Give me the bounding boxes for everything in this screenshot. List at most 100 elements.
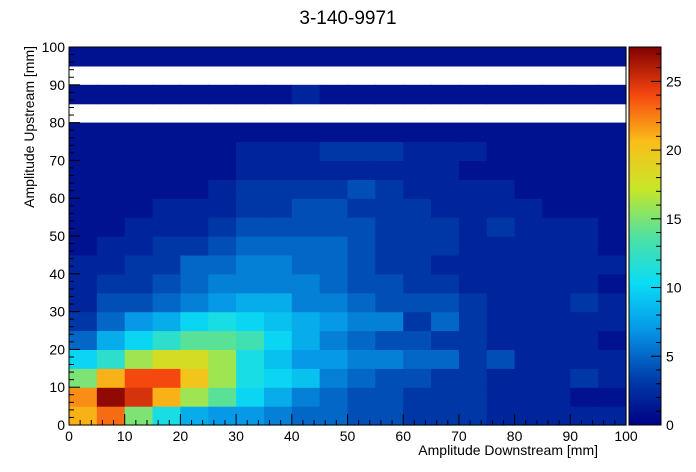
heatmap-cell <box>375 292 404 313</box>
heatmap-cell <box>319 292 349 313</box>
heatmap-cell <box>403 160 432 180</box>
heatmap-cell <box>263 179 293 199</box>
heatmap-cell <box>347 217 376 237</box>
heatmap-cell <box>291 254 321 275</box>
heatmap-cell <box>431 292 460 313</box>
heatmap-cell <box>514 198 544 218</box>
heatmap-cell <box>291 160 321 180</box>
heatmap-cell <box>570 273 599 294</box>
heatmap-cell <box>236 406 265 426</box>
heatmap-cell <box>458 368 488 388</box>
heatmap-cell <box>570 236 599 256</box>
y-tick-label: 30 <box>49 304 65 320</box>
heatmap-cell <box>347 406 376 426</box>
heatmap-cell <box>598 122 627 143</box>
heatmap-cell <box>96 368 126 388</box>
heatmap-cell <box>542 387 571 407</box>
heatmap-cell <box>570 311 599 332</box>
heatmap-cell <box>208 254 237 275</box>
heatmap-cell <box>570 141 599 161</box>
heatmap-cell <box>514 122 544 143</box>
heatmap-cell <box>570 368 599 388</box>
heatmap-cell <box>263 198 293 218</box>
heatmap-cell <box>598 311 627 332</box>
heatmap-cell <box>403 254 432 275</box>
heatmap-cell <box>403 236 432 256</box>
heatmap-cell <box>542 311 571 332</box>
heatmap-cell <box>124 160 154 180</box>
y-axis: 0 10 20 30 40 50 60 70 80 90 100 <box>42 39 80 433</box>
heatmap-cell <box>486 349 516 369</box>
x-axis: 0 10 20 30 40 50 60 70 80 90 100 <box>65 414 638 444</box>
heatmap-cell <box>180 349 209 369</box>
heatmap-cell <box>598 292 627 313</box>
heatmap-cell <box>486 368 516 388</box>
heatmap-cell <box>208 236 237 256</box>
heatmap-cell <box>347 368 376 388</box>
heatmap-cell <box>124 406 154 426</box>
heatmap-cell <box>69 273 98 294</box>
heatmap-cell <box>124 254 154 275</box>
heatmap-cell <box>96 122 126 143</box>
heatmap-cell <box>208 330 237 350</box>
heatmap-cell <box>319 84 349 105</box>
heatmap-cell <box>124 368 154 388</box>
y-tick-label: 20 <box>49 341 65 357</box>
heatmap-cell <box>431 47 460 67</box>
heatmap-cell <box>208 122 237 143</box>
heatmap-cell <box>208 160 237 180</box>
heatmap-cell <box>69 47 98 67</box>
heatmap-cell <box>598 349 627 369</box>
heatmap-cell <box>375 254 404 275</box>
heatmap-cell <box>124 141 154 161</box>
heatmap-cell <box>69 330 98 350</box>
heatmap-cell <box>431 160 460 180</box>
heatmap-cell <box>69 198 98 218</box>
heatmap-cell <box>347 311 376 332</box>
heatmap-cell <box>291 406 321 426</box>
heatmap-cell <box>458 47 488 67</box>
heatmap-cell <box>375 141 404 161</box>
heatmap-cell <box>542 236 571 256</box>
heatmap-cell <box>263 292 293 313</box>
heatmap-cell <box>514 311 544 332</box>
heatmap-cell <box>69 179 98 199</box>
heatmap-cell <box>542 198 571 218</box>
heatmap-cell <box>486 198 516 218</box>
heatmap-cell <box>236 160 265 180</box>
heatmap-cell <box>486 292 516 313</box>
heatmap-cell <box>347 273 376 294</box>
heatmap-cell <box>69 406 98 426</box>
heatmap-cell <box>431 236 460 256</box>
y-tick-label: 10 <box>49 379 65 395</box>
x-tick-label: 50 <box>340 428 356 444</box>
heatmap-cell <box>431 311 460 332</box>
heatmap-cell <box>263 330 293 350</box>
heatmap-cell <box>263 311 293 332</box>
heatmap-cell <box>486 406 516 426</box>
y-tick-label: 100 <box>42 39 66 55</box>
heatmap-cell <box>180 236 209 256</box>
heatmap-cell <box>180 84 209 105</box>
heatmap-cell <box>598 179 627 199</box>
heatmap-cell <box>431 179 460 199</box>
heatmap-cell <box>598 406 627 426</box>
heatmap-cell <box>347 236 376 256</box>
heatmap-cell <box>208 84 237 105</box>
x-tick-label: 10 <box>117 428 133 444</box>
heatmap-cell <box>458 406 488 426</box>
heatmap-cell <box>403 406 432 426</box>
heatmap-cell <box>514 330 544 350</box>
z-tick-label: 10 <box>666 280 682 296</box>
heatmap-cell <box>598 47 627 67</box>
heatmap-cell <box>263 47 293 67</box>
heatmap-cell <box>96 236 126 256</box>
x-axis-label: Amplitude Downstream [mm] <box>418 442 598 458</box>
heatmap-cell <box>598 387 627 407</box>
heatmap-cell <box>486 122 516 143</box>
heatmap-cell <box>124 198 154 218</box>
heatmap-cell <box>347 387 376 407</box>
heatmap-cell <box>458 273 488 294</box>
heatmap-cell <box>570 330 599 350</box>
heatmap-cell <box>180 179 209 199</box>
